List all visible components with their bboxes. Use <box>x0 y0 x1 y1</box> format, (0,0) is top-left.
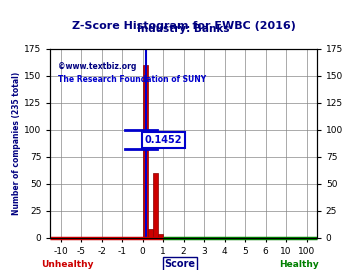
Bar <box>143 65 148 238</box>
Text: Unhealthy: Unhealthy <box>41 260 94 269</box>
Text: ©www.textbiz.org: ©www.textbiz.org <box>58 62 137 71</box>
Text: The Research Foundation of SUNY: The Research Foundation of SUNY <box>58 75 207 84</box>
Text: Score: Score <box>165 259 195 269</box>
Text: Industry: Banks: Industry: Banks <box>138 24 230 35</box>
Bar <box>148 229 153 238</box>
Y-axis label: Number of companies (235 total): Number of companies (235 total) <box>12 72 21 215</box>
Bar <box>153 173 158 238</box>
Title: Z-Score Histogram for EWBC (2016): Z-Score Histogram for EWBC (2016) <box>72 21 296 31</box>
Text: 0.1452: 0.1452 <box>145 135 182 146</box>
Text: Healthy: Healthy <box>279 260 319 269</box>
Bar <box>158 234 163 238</box>
